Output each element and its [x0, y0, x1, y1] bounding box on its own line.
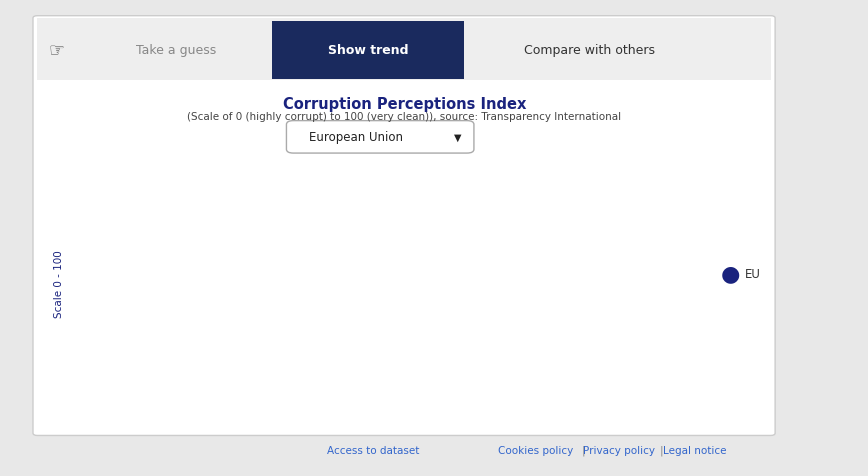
Text: |: |: [582, 445, 585, 455]
Text: ●: ●: [721, 264, 740, 284]
Text: Corruption Perceptions Index: Corruption Perceptions Index: [283, 97, 526, 112]
Text: European Union: European Union: [309, 130, 403, 144]
Point: [546, 316, 560, 323]
Text: Show trend: Show trend: [328, 43, 408, 57]
Point: [433, 316, 447, 323]
Point: [660, 316, 674, 323]
Text: Cookies policy: Cookies policy: [498, 445, 573, 455]
Text: ▼: ▼: [454, 132, 461, 142]
Point: [490, 316, 503, 323]
Text: ☞: ☞: [49, 41, 64, 59]
Text: Take a guess: Take a guess: [135, 43, 216, 57]
Text: EU: EU: [745, 267, 760, 280]
Point: [207, 387, 220, 395]
Text: Scale 0 - 100: Scale 0 - 100: [54, 249, 64, 317]
Point: [263, 316, 277, 323]
Text: (Scale of 0 (highly corrupt) to 100 (very clean)), source: Transparency Internat: (Scale of 0 (highly corrupt) to 100 (ver…: [187, 112, 621, 121]
Text: Access to dataset: Access to dataset: [327, 445, 419, 455]
Point: [377, 316, 391, 323]
Text: |: |: [660, 445, 663, 455]
Text: Privacy policy: Privacy policy: [583, 445, 654, 455]
Point: [603, 316, 617, 323]
Text: Compare with others: Compare with others: [524, 43, 654, 57]
Text: Legal notice: Legal notice: [662, 445, 727, 455]
Point: [150, 387, 164, 395]
Point: [320, 243, 334, 251]
